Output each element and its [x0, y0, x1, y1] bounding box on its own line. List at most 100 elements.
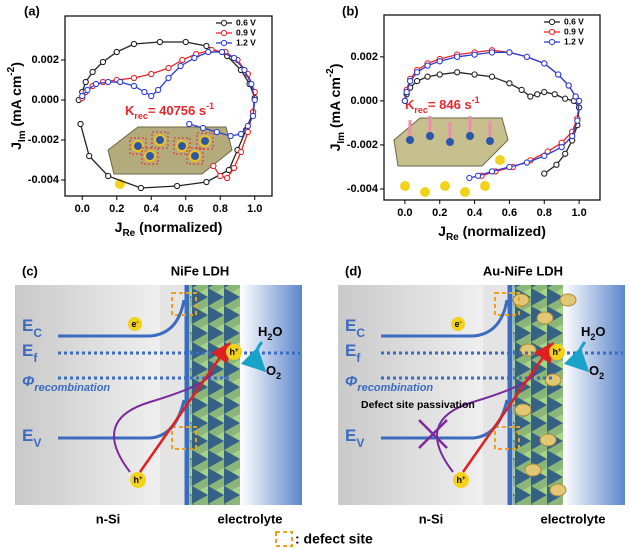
data-point — [251, 96, 258, 104]
level-label-part: recombination — [34, 382, 110, 394]
species-label: H2O — [581, 324, 606, 342]
data-point — [474, 172, 482, 179]
level-label: Φrecombination — [22, 373, 110, 394]
species-label-part: O — [272, 324, 282, 339]
data-point — [534, 91, 541, 98]
data-point — [488, 49, 496, 56]
carrier-label-part: h — [133, 475, 139, 485]
level-label: Ef — [22, 341, 38, 365]
inset-electron — [495, 155, 505, 165]
inset-site — [189, 150, 201, 162]
data-point — [177, 62, 184, 70]
species-label-part: 2 — [267, 332, 272, 342]
data-point — [541, 60, 548, 67]
data-point — [148, 70, 155, 78]
level-label-part: V — [33, 436, 41, 450]
level-label-part: E — [345, 426, 356, 445]
carrier-label-part: - — [137, 320, 139, 326]
data-point — [130, 74, 138, 82]
data-point — [541, 88, 548, 96]
data-point — [553, 161, 560, 168]
data-point — [401, 97, 409, 105]
inset — [393, 116, 509, 197]
level-label: EV — [22, 426, 41, 450]
y-axis-label-part: (mA cm — [8, 76, 24, 131]
annotation-part: rec — [134, 111, 148, 121]
x-axis-label-part: (normalized) — [135, 219, 222, 235]
oxidation-arrow — [240, 341, 267, 373]
data-point — [165, 74, 172, 82]
data-point — [179, 56, 186, 64]
data-point — [568, 132, 576, 140]
x-axis-label: JRe (normalized) — [438, 223, 546, 243]
plot-frame — [383, 14, 601, 201]
x-tick-label: 0.0 — [397, 207, 412, 219]
data-point — [413, 69, 421, 76]
plot-frame — [64, 15, 273, 197]
data-point — [572, 93, 579, 100]
level-label-part: Φ — [345, 373, 358, 390]
diagram: (c) NiFe LDHECEfΦrecombinationEVe-h+h+H2O… — [15, 263, 302, 526]
data-point — [230, 164, 238, 172]
y-axis-label-part: (mA cm — [327, 77, 343, 132]
legend-label: 1.2 V — [564, 36, 584, 46]
data-point — [237, 148, 245, 156]
annotation-part: K — [125, 103, 135, 118]
conduction-band — [58, 299, 186, 338]
region-label: electrolyte — [217, 511, 282, 526]
x-tick-label: 0.8 — [213, 203, 228, 215]
data-point — [84, 86, 91, 94]
data-point — [154, 86, 162, 94]
data-point — [541, 170, 548, 177]
hole — [549, 344, 565, 360]
passivation-label: Defect site passivation — [361, 399, 475, 411]
data-point — [99, 58, 107, 66]
x-tick-label: 0.8 — [537, 207, 552, 219]
panel-label: (d) — [345, 263, 362, 278]
x-tick-label: 1.0 — [247, 203, 262, 215]
carrier-label: h+ — [552, 347, 562, 357]
level-label-part: E — [22, 426, 33, 445]
data-point — [466, 174, 473, 182]
au-particle — [549, 483, 567, 497]
data-point — [249, 112, 257, 120]
data-point — [488, 168, 496, 175]
y-axis-label: JIm (mA cm-2) — [325, 64, 347, 152]
legend-label: 1.2 V — [236, 37, 256, 47]
data-point — [137, 184, 145, 192]
inset-electron — [480, 181, 490, 191]
data-point — [488, 73, 496, 80]
data-point — [518, 86, 525, 94]
x-axis-label-part: Re — [446, 232, 459, 243]
level-label: Φrecombination — [345, 373, 433, 394]
data-point — [541, 152, 548, 160]
chart: (a) 0.0 0.2 0.4 0.6 0.8 1.0 -0.004 -0.002 0.000 0.… — [6, 3, 273, 239]
level-label: Ef — [345, 341, 361, 365]
legend-marker — [220, 29, 228, 37]
species-label-part: H — [258, 324, 267, 339]
data-point — [79, 92, 86, 100]
inset-site — [406, 136, 414, 144]
y-tick-label: -0.004 — [347, 183, 379, 195]
carrier-label: h+ — [229, 347, 239, 357]
species-label-part: O — [589, 363, 599, 378]
species-label-part: O — [266, 363, 276, 378]
inset-defect — [141, 147, 159, 165]
carrier-label: h+ — [133, 475, 143, 485]
level-label: EV — [345, 426, 364, 450]
defect-legend: : defect site — [275, 531, 373, 547]
inset-electron — [420, 187, 430, 197]
data-point — [436, 71, 443, 78]
data-point — [141, 88, 148, 96]
carrier-label: e- — [131, 319, 138, 329]
data-point — [471, 71, 478, 78]
carrier-label: e- — [454, 319, 461, 329]
x-axis-label-part: (normalized) — [459, 223, 546, 239]
data-point — [227, 132, 234, 140]
hole-transfer — [138, 341, 231, 473]
species-label-part: 2 — [590, 332, 595, 342]
y-tick-label: 0.000 — [31, 94, 59, 106]
annotation: Krec= 846 s-1 — [405, 95, 480, 115]
annotation-part: = 40756 s — [148, 103, 206, 118]
data-point — [199, 124, 207, 132]
